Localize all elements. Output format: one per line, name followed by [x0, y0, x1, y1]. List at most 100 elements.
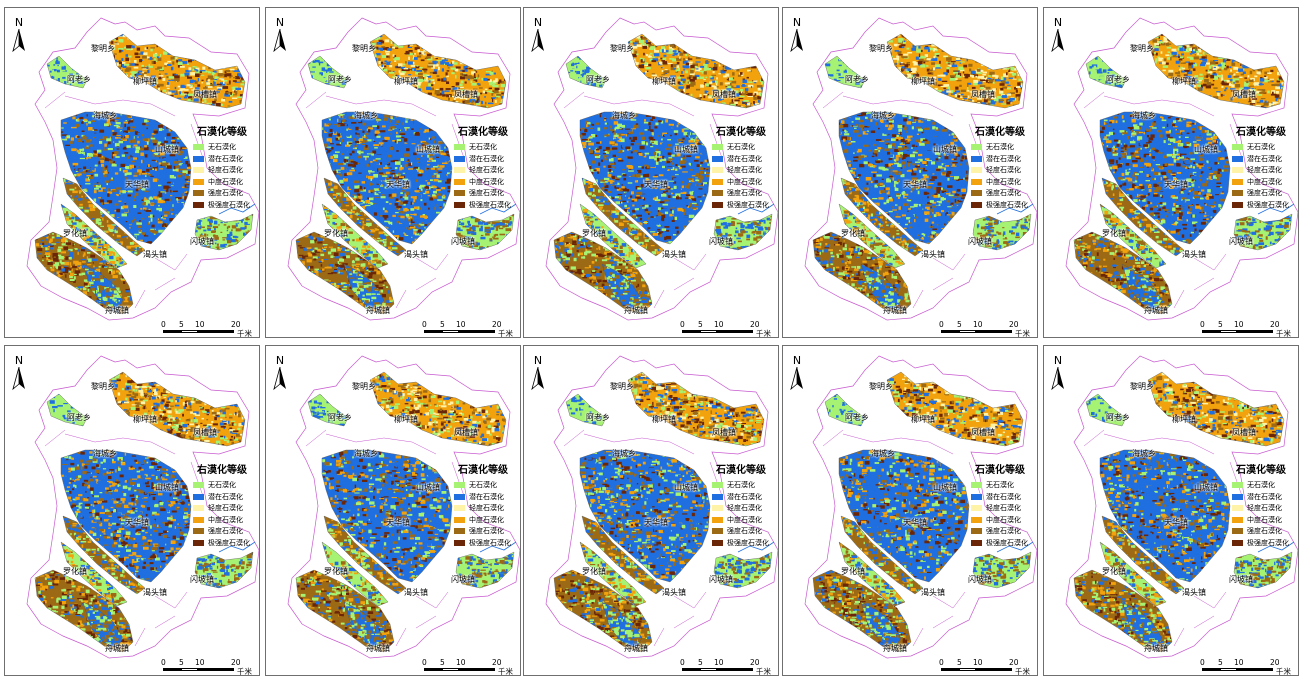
north-arrow-label: N — [789, 354, 805, 367]
place-name-label: 舟城镇 — [883, 645, 907, 653]
stone-desertification-map — [1065, 355, 1298, 659]
scale-bar-segment — [181, 330, 198, 333]
scale-bar-segment — [442, 668, 459, 671]
place-name-label: 海城乡 — [1132, 112, 1156, 120]
map-panel: N 黎明乡 阿老乡 柳坪镇 凤槽镇 海城乡 山城镇 天华镇 罗化镇 闪坡镇 渴头镇 舟城镇 石漠化等级无… — [523, 7, 779, 338]
legend-swatch — [971, 528, 982, 534]
legend-item-label: 中度石漠化 — [208, 177, 243, 187]
place-name-label: 舟城镇 — [624, 307, 648, 315]
place-name-label: 闪坡镇 — [709, 238, 733, 246]
scale-bar-segment — [163, 330, 181, 333]
legend-swatch — [712, 201, 723, 208]
legend-title: 石漠化等级 — [197, 123, 259, 138]
legend-item: 中度石漠化 — [971, 515, 1037, 525]
legend-item: 极强度石漠化 — [193, 200, 259, 210]
legend-item: 强度石漠化 — [1232, 188, 1298, 198]
place-name-label: 天华镇 — [1164, 519, 1188, 527]
legend-item-label: 中度石漠化 — [986, 177, 1021, 187]
legend-item: 轻度石漠化 — [193, 165, 259, 175]
place-name-label: 舟城镇 — [366, 645, 390, 653]
legend-item: 潜在石漠化 — [712, 492, 778, 502]
place-name-label: 闪坡镇 — [709, 576, 733, 584]
scale-tick-label: 5 — [179, 658, 184, 667]
place-name-label: 天华镇 — [386, 519, 410, 527]
place-name-label: 闪坡镇 — [451, 238, 475, 246]
legend-item: 极强度石漠化 — [454, 200, 520, 210]
place-name-label: 凤槽镇 — [1232, 429, 1256, 437]
legend-item: 潜在石漠化 — [971, 492, 1037, 502]
legend-swatch — [712, 178, 723, 185]
place-name-label: 阿老乡 — [1106, 414, 1130, 422]
legend-swatch — [712, 528, 723, 534]
place-name-label: 罗化镇 — [582, 230, 606, 238]
place-name-label: 凤槽镇 — [971, 429, 995, 437]
place-name-label: 山城镇 — [416, 484, 440, 492]
north-arrow-icon — [1051, 367, 1064, 391]
place-name-label: 阿老乡 — [1106, 76, 1130, 84]
legend-item: 轻度石漠化 — [193, 503, 259, 513]
legend-item-label: 强度石漠化 — [208, 188, 243, 198]
scale-bar: 0 5 10 20 千米 — [1192, 320, 1297, 337]
scale-tick-label: 5 — [440, 320, 445, 329]
legend: 石漠化等级 无石漠化 潜在石漠化 轻度石漠化 中度石漠化 强度石漠化 极强度石漠化 — [971, 123, 1037, 211]
legend-swatch — [454, 178, 465, 185]
place-name-label: 阿老乡 — [845, 76, 869, 84]
north-arrow-label: N — [272, 16, 288, 29]
place-name-label: 渴头镇 — [404, 589, 428, 597]
place-name-label: 罗化镇 — [1102, 568, 1126, 576]
scale-unit-label: 千米 — [237, 328, 252, 337]
scale-tick-label: 5 — [698, 658, 703, 667]
north-arrow: N — [530, 354, 546, 394]
region-east — [456, 214, 514, 250]
scale-tick-label: 0 — [1200, 320, 1205, 329]
scale-bar: 0 5 10 20 千米 — [672, 658, 777, 675]
region-east — [456, 552, 514, 588]
legend-swatch — [193, 516, 204, 523]
legend-item-label: 强度石漠化 — [986, 526, 1021, 536]
legend-item: 强度石漠化 — [193, 526, 259, 536]
legend-item-label: 无石漠化 — [1247, 480, 1275, 490]
north-arrow-label: N — [789, 16, 805, 29]
legend-title: 石漠化等级 — [1236, 461, 1298, 476]
legend: 石漠化等级 无石漠化 潜在石漠化 轻度石漠化 中度石漠化 强度石漠化 极强度石漠化 — [971, 461, 1037, 549]
region-east — [973, 214, 1031, 250]
scale-bar-segment — [1237, 330, 1273, 333]
river-line — [737, 541, 775, 553]
stone-desertification-map — [26, 355, 259, 659]
place-name-label: 阿老乡 — [67, 414, 91, 422]
place-name-label: 罗化镇 — [324, 568, 348, 576]
legend: 石漠化等级 无石漠化 潜在石漠化 轻度石漠化 中度石漠化 强度石漠化 极强度石漠化 — [193, 123, 259, 211]
scale-bar-segment — [941, 668, 959, 671]
scale-tick-label: 20 — [231, 658, 241, 667]
legend-item-label: 潜在石漠化 — [1247, 154, 1282, 164]
north-arrow-label: N — [11, 354, 27, 367]
place-name-label: 罗化镇 — [841, 568, 865, 576]
scale-tick-label: 0 — [161, 658, 166, 667]
scale-tick-label: 10 — [1234, 320, 1244, 329]
place-name-label: 天华镇 — [1164, 181, 1188, 189]
north-arrow-icon — [790, 367, 803, 391]
legend-item-label: 无石漠化 — [727, 142, 755, 152]
north-arrow-icon — [790, 29, 803, 53]
legend-item: 强度石漠化 — [712, 526, 778, 536]
legend-swatch — [193, 144, 204, 150]
scale-tick-label: 0 — [422, 320, 427, 329]
legend-item-label: 极强度石漠化 — [1247, 538, 1289, 548]
map-panel: N 黎明乡 阿老乡 柳坪镇 凤槽镇 海城乡 山城镇 天华镇 罗化镇 闪坡镇 渴头镇 舟城镇 石漠化等级无… — [265, 7, 521, 338]
legend-item: 中度石漠化 — [712, 177, 778, 187]
scale-bar-segment — [1220, 668, 1237, 671]
scale-tick-label: 0 — [939, 658, 944, 667]
scale-bar-segment — [717, 330, 753, 333]
scale-tick-label: 20 — [231, 320, 241, 329]
stone-desertification-map — [26, 17, 259, 321]
place-name-label: 凤槽镇 — [454, 91, 478, 99]
map-panel: N 黎明乡 阿老乡 柳坪镇 凤槽镇 海城乡 山城镇 天华镇 罗化镇 闪坡镇 渴头镇 舟城镇 石漠化等级无… — [1043, 345, 1299, 676]
scale-tick-label: 5 — [957, 320, 962, 329]
legend-swatch — [971, 201, 982, 208]
place-name-label: 海城乡 — [1132, 450, 1156, 458]
place-name-label: 山城镇 — [416, 146, 440, 154]
legend-swatch — [454, 516, 465, 523]
north-arrow: N — [789, 16, 805, 56]
legend-swatch — [193, 178, 204, 185]
scale-tick-label: 20 — [1009, 320, 1019, 329]
